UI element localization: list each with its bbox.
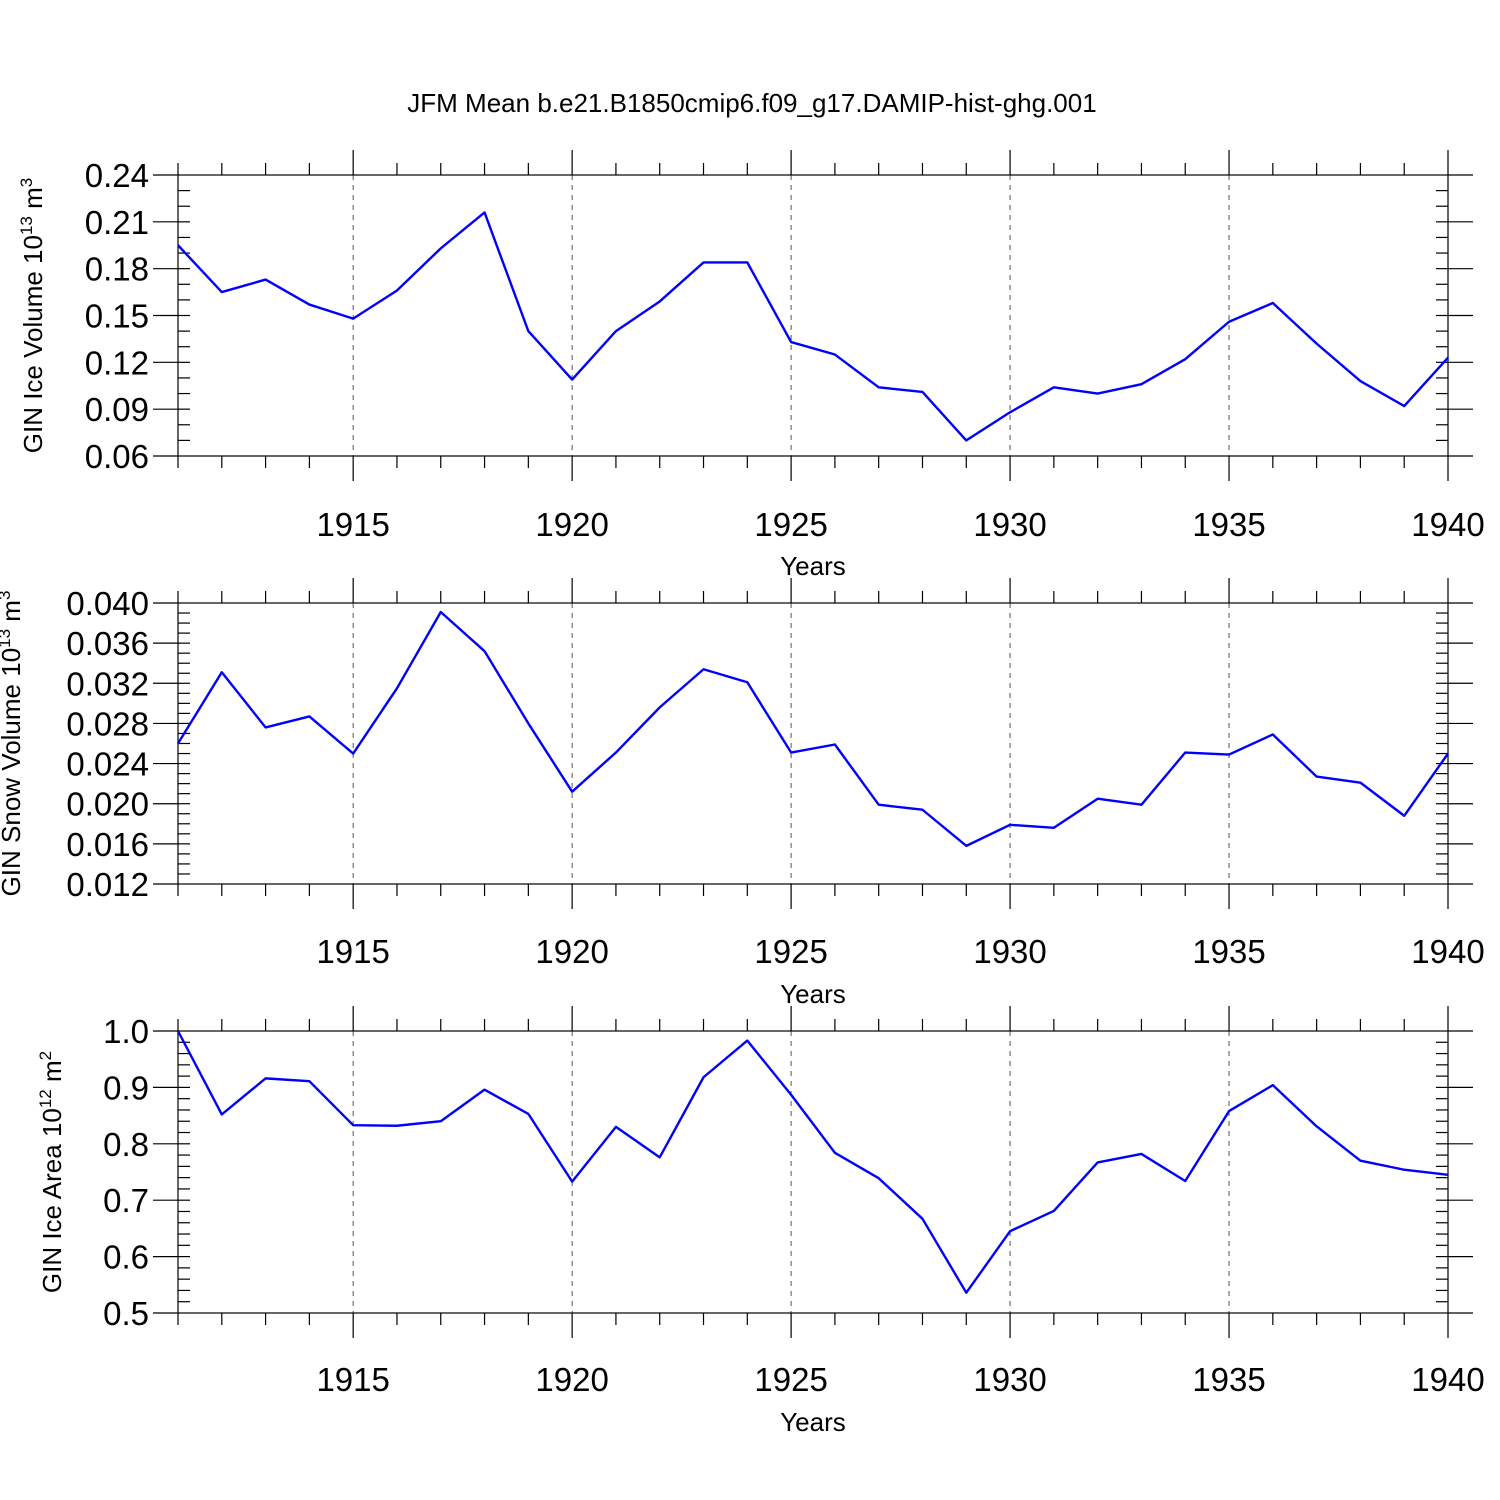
series-line xyxy=(176,1030,1449,1294)
plot-frame xyxy=(177,602,1449,885)
y-tick-label: 0.7 xyxy=(103,1182,149,1219)
y-tick-label: 0.020 xyxy=(66,786,149,823)
x-axis-title: Years xyxy=(780,979,846,1009)
y-tick-label: 0.012 xyxy=(66,866,149,903)
y-tick-label: 0.9 xyxy=(103,1069,149,1106)
x-tick-label: 1915 xyxy=(316,1361,389,1398)
y-tick-label: 0.09 xyxy=(85,391,149,428)
y-axis-title-superscript: 2 xyxy=(36,1051,55,1060)
y-tick-label: 0.016 xyxy=(66,826,149,863)
y-tick-label: 0.06 xyxy=(85,438,149,475)
y-axis-title-text: m xyxy=(0,600,26,629)
y-axis-title-superscript: 13 xyxy=(17,216,36,235)
x-tick-label: 1940 xyxy=(1411,506,1484,543)
y-tick-label: 0.21 xyxy=(85,204,149,241)
series-line xyxy=(177,211,1449,442)
x-tick-label: 1920 xyxy=(535,933,608,970)
y-tick-label: 0.036 xyxy=(66,625,149,662)
y-axis-title-text: GIN Ice Volume 10 xyxy=(18,235,48,453)
x-tick-label: 1940 xyxy=(1411,933,1484,970)
panel-3: 0.5 0.6 0.7 0.8 0.9 1.0 1915 1920 1925 1930 1935 19… xyxy=(36,1006,1485,1437)
x-tick-label: 1925 xyxy=(754,933,827,970)
plot-frame xyxy=(177,1030,1449,1314)
y-axis-title-text: m xyxy=(18,187,48,216)
y-tick-label: 0.8 xyxy=(103,1126,149,1163)
x-tick-label: 1930 xyxy=(973,1361,1046,1398)
x-tick-label: 1920 xyxy=(535,506,608,543)
y-tick-label: 0.18 xyxy=(85,251,149,288)
chart-panels: 0.06 0.09 0.12 0.15 0.18 0.21 0.24 1915 1920 1925… xyxy=(0,150,1485,1437)
x-axis-title: Years xyxy=(780,1407,846,1437)
y-tick-label: 0.040 xyxy=(66,585,149,622)
series-line xyxy=(176,610,1449,848)
x-tick-label: 1930 xyxy=(973,506,1046,543)
x-tick-label: 1935 xyxy=(1192,933,1265,970)
y-axis-title-text: m xyxy=(37,1060,67,1089)
y-axis-title: GIN Ice Area 1012 m2 xyxy=(36,1051,67,1293)
y-axis-title: GIN Ice Volume 1013 m3 xyxy=(17,178,48,454)
x-tick-label: 1940 xyxy=(1411,1361,1484,1398)
y-axis-title-text: GIN Snow Volume 10 xyxy=(0,648,26,897)
y-tick-label: 0.15 xyxy=(85,298,149,335)
x-tick-label: 1935 xyxy=(1192,506,1265,543)
plot-frame xyxy=(177,174,1449,457)
x-tick-label: 1920 xyxy=(535,1361,608,1398)
y-tick-label: 0.6 xyxy=(103,1239,149,1276)
x-tick-label: 1915 xyxy=(316,506,389,543)
chart-title: JFM Mean b.e21.B1850cmip6.f09_g17.DAMIP-… xyxy=(407,88,1096,118)
y-tick-label: 0.032 xyxy=(66,665,149,702)
y-axis-title: GIN Snow Volume 1013 m3 xyxy=(0,591,26,897)
y-axis-title-superscript: 13 xyxy=(0,629,14,648)
y-tick-label: 0.5 xyxy=(103,1295,149,1332)
y-tick-label: 0.12 xyxy=(85,344,149,381)
y-axis-title-superscript: 12 xyxy=(36,1089,55,1108)
x-tick-label: 1935 xyxy=(1192,1361,1265,1398)
y-tick-label: 0.24 xyxy=(85,157,149,194)
y-axis-title-superscript: 3 xyxy=(17,178,36,187)
y-tick-label: 0.024 xyxy=(66,746,149,783)
x-axis-title: Years xyxy=(780,551,846,581)
y-axis-title-superscript: 3 xyxy=(0,591,14,600)
x-tick-label: 1930 xyxy=(973,933,1046,970)
x-tick-label: 1925 xyxy=(754,506,827,543)
x-tick-label: 1915 xyxy=(316,933,389,970)
y-tick-label: 1.0 xyxy=(103,1013,149,1050)
y-axis-title-text: GIN Ice Area 10 xyxy=(37,1108,67,1293)
y-tick-label: 0.028 xyxy=(66,705,149,742)
x-tick-label: 1925 xyxy=(754,1361,827,1398)
panel-1: 0.06 0.09 0.12 0.15 0.18 0.21 0.24 1915 1920 1925… xyxy=(17,150,1485,581)
